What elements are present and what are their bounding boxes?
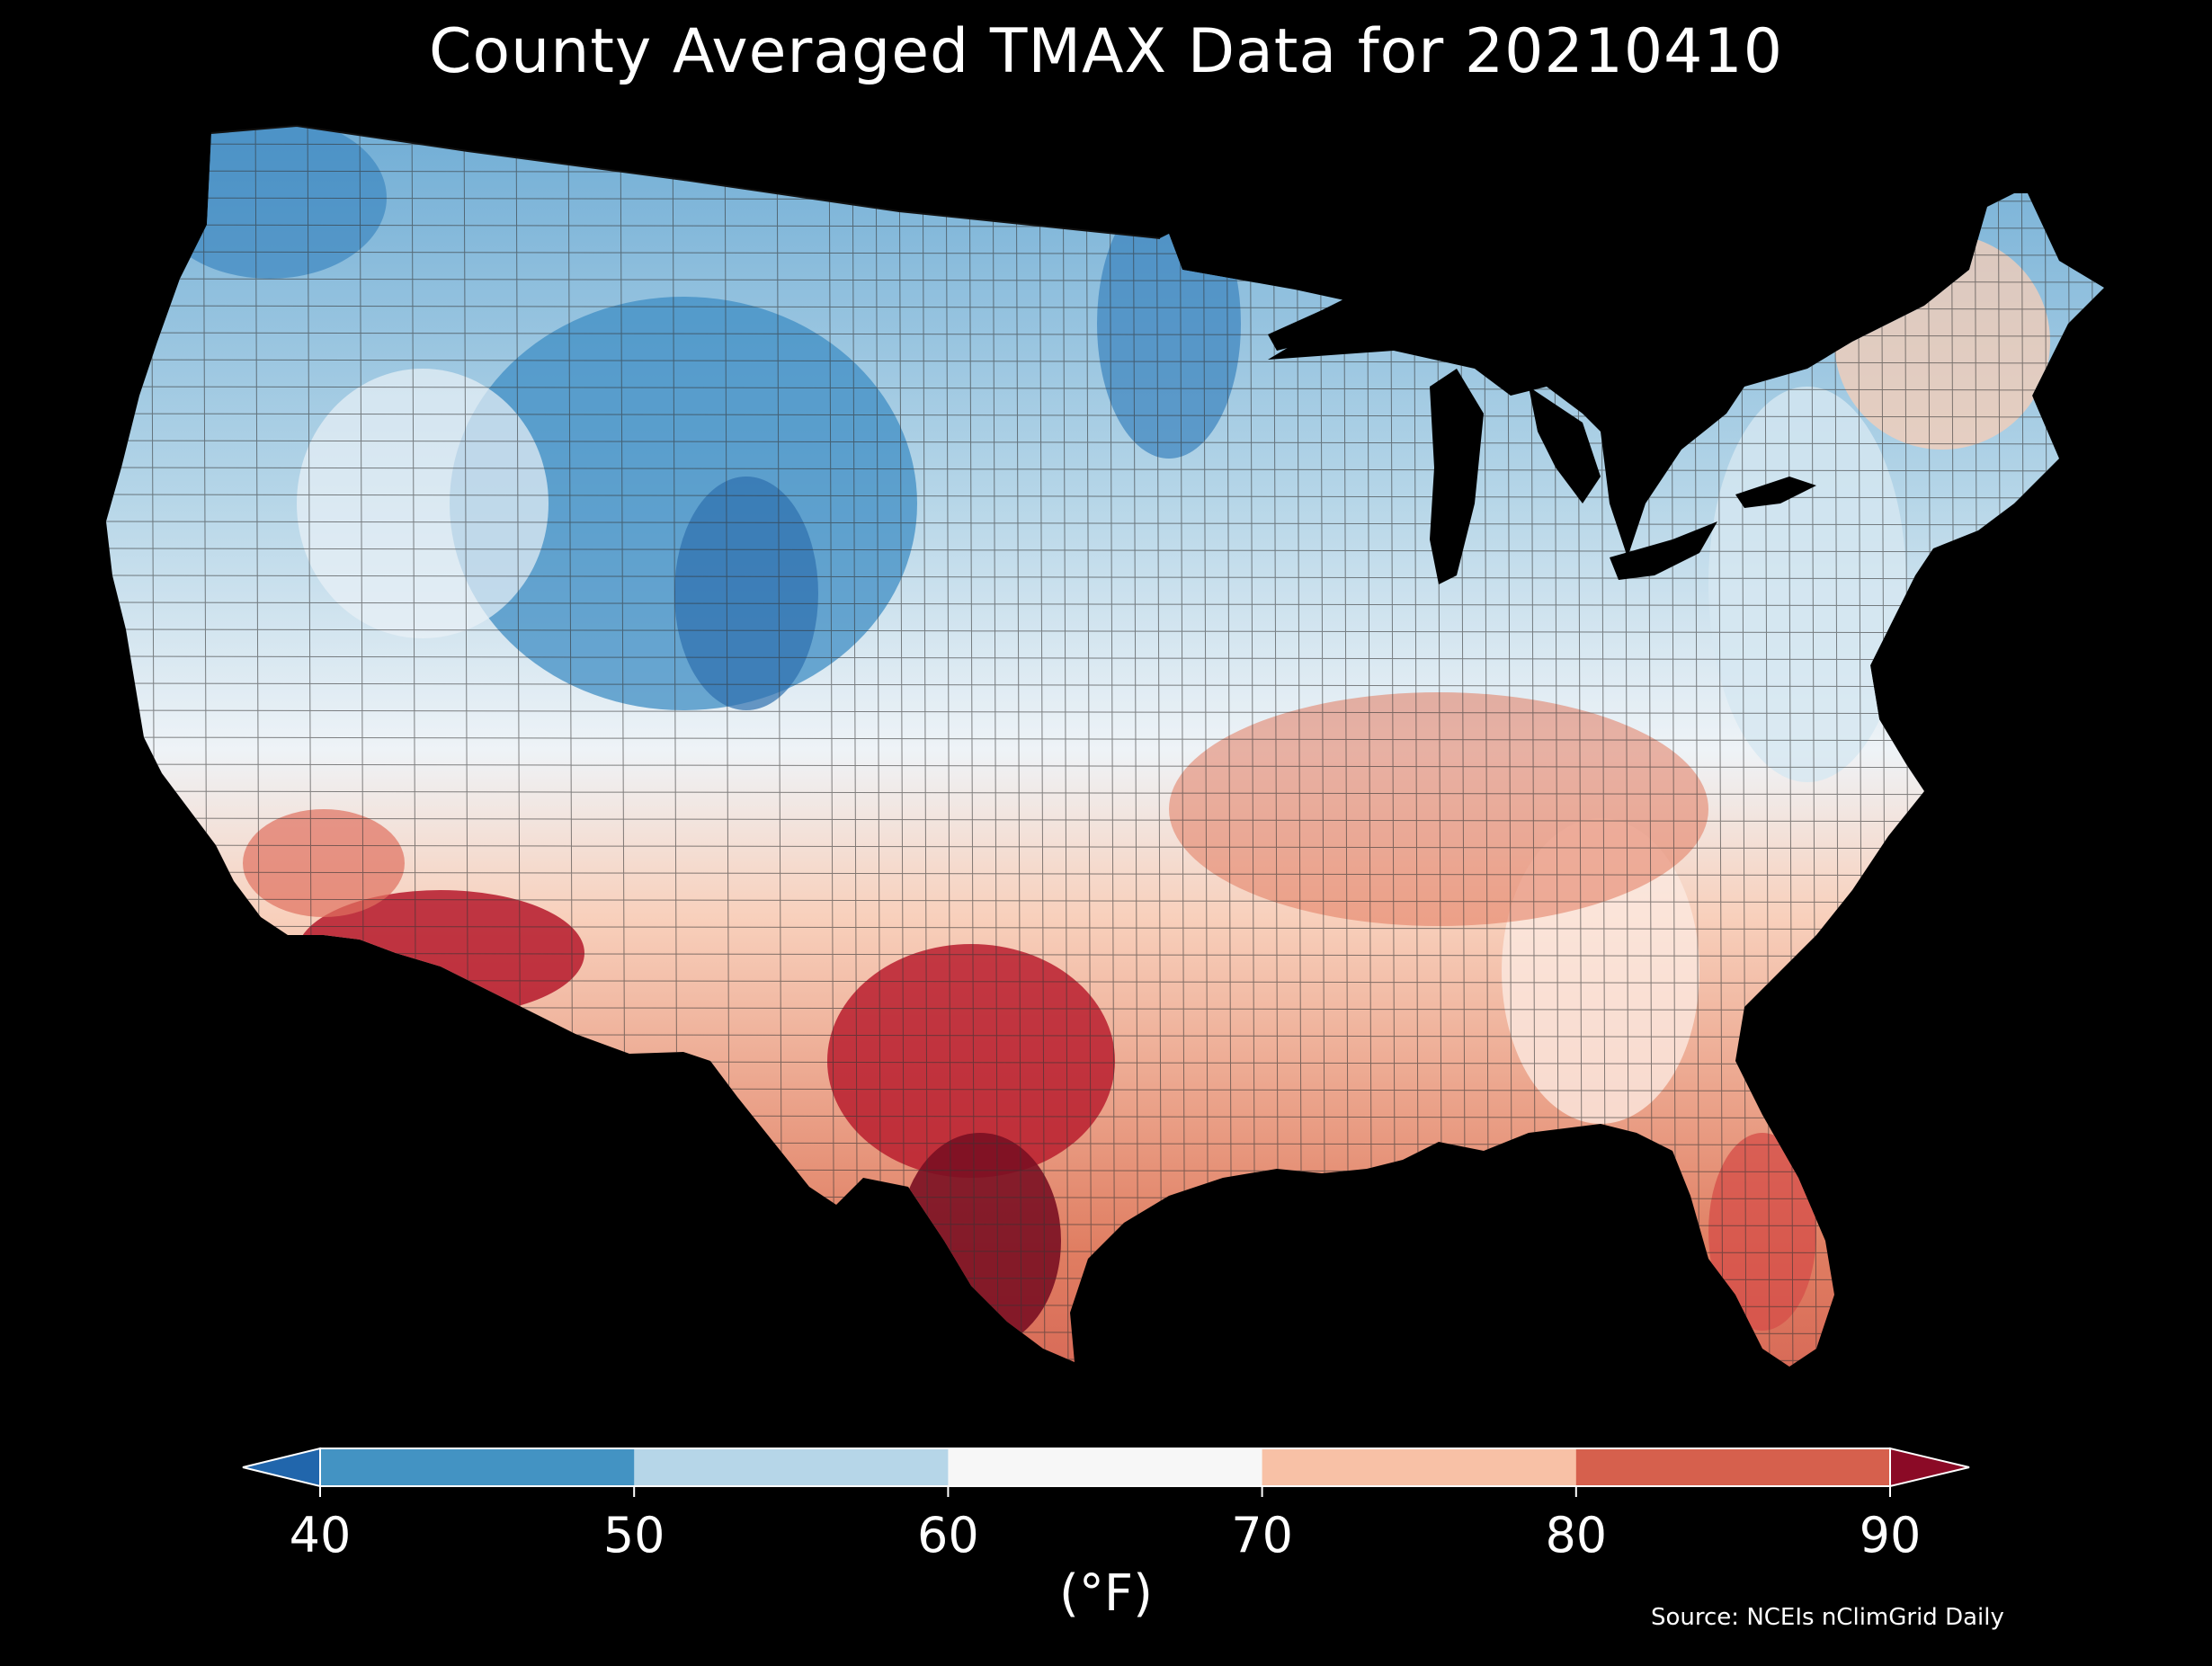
colorbar-tick-label: 50 — [602, 1507, 665, 1564]
colorbar-tick-label: 90 — [1859, 1507, 1922, 1564]
colorbar-extend-low — [242, 1447, 321, 1488]
colorbar-bin-80-90 — [1575, 1448, 1891, 1486]
great-lakes — [1268, 288, 1816, 584]
colorbar-tick-label: 40 — [289, 1507, 352, 1564]
colorbar-tick-label: 80 — [1545, 1507, 1608, 1564]
colorbar-bin-70-80 — [1262, 1448, 1577, 1486]
colorbar-bin-50-60 — [634, 1448, 949, 1486]
source-credit: Source: NCEIs nClimGrid Daily — [1651, 1604, 2004, 1631]
colorbar-extend-high — [1889, 1447, 1970, 1488]
colorbar-bin-40-50 — [320, 1448, 635, 1486]
colorbar-unit-label: (°F) — [1059, 1564, 1153, 1623]
colorbar-bin-60-70 — [948, 1448, 1263, 1486]
colorbar-tick-label: 70 — [1231, 1507, 1293, 1564]
map-title: County Averaged TMAX Data for 20210410 — [429, 16, 1783, 87]
colorbar-tick-label: 60 — [917, 1507, 979, 1564]
